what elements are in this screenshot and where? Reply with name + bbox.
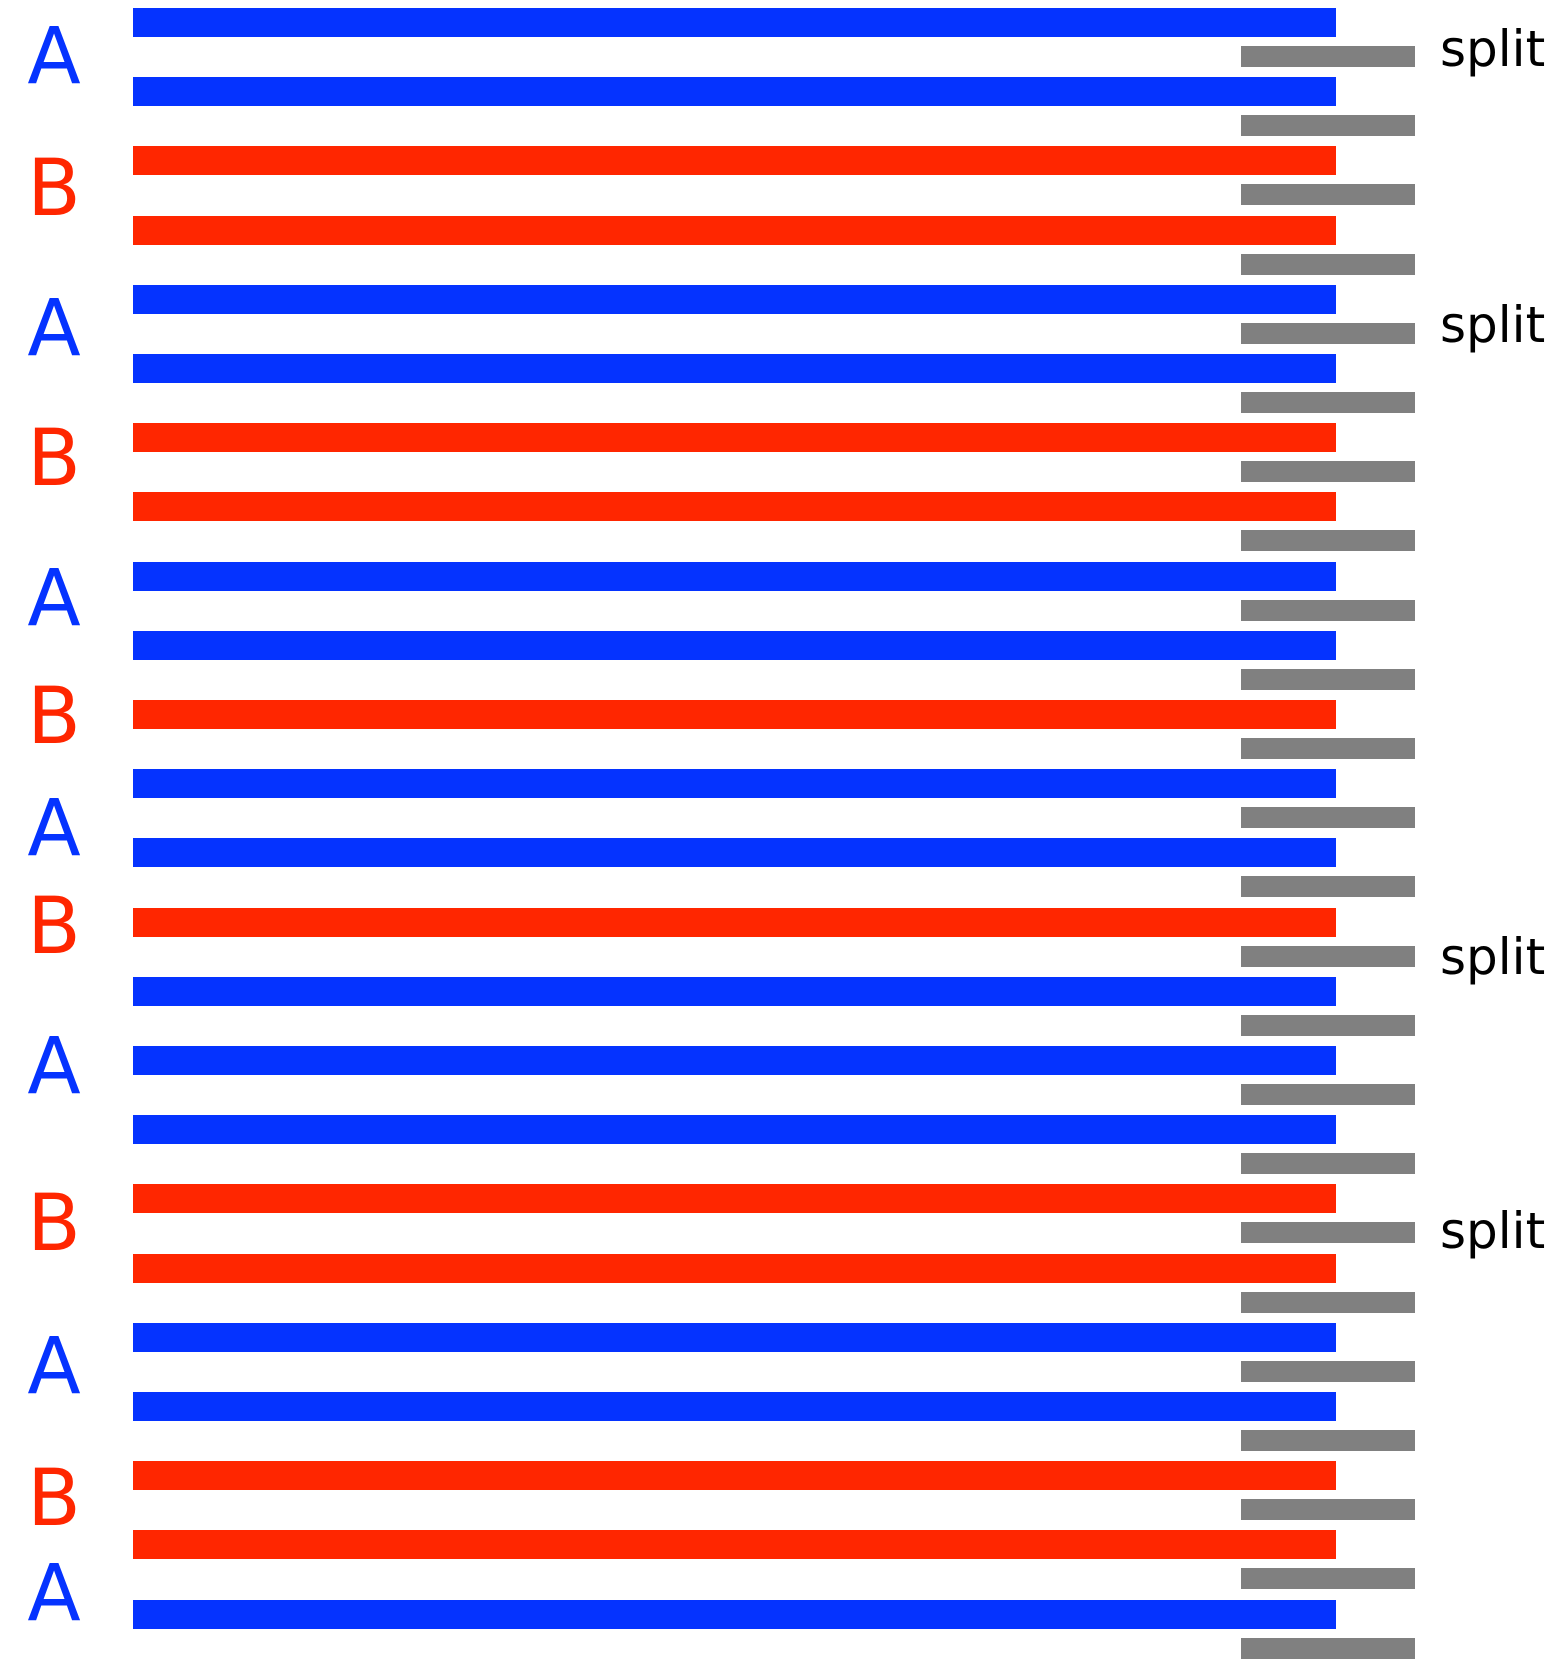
bar-b xyxy=(133,146,1336,176)
bar-b xyxy=(133,907,1336,937)
bar-b xyxy=(133,1253,1336,1283)
tick-mark xyxy=(1241,1222,1415,1244)
group-label-b: B xyxy=(27,144,81,234)
split-label: split xyxy=(1440,20,1546,78)
bar-a xyxy=(133,354,1336,383)
tick-mark xyxy=(1241,1568,1415,1590)
bar-a xyxy=(133,1046,1336,1075)
bar-a xyxy=(133,77,1336,107)
split-label: split xyxy=(1440,928,1546,986)
tick-mark xyxy=(1241,1637,1415,1659)
bar-a xyxy=(133,1599,1336,1629)
bar-a xyxy=(133,630,1336,660)
tick-mark xyxy=(1241,738,1415,759)
bar-b xyxy=(133,423,1336,453)
bar-a xyxy=(133,1392,1336,1421)
group-label-a: A xyxy=(27,784,81,874)
tick-mark xyxy=(1241,1430,1415,1451)
tick-mark xyxy=(1241,1014,1415,1036)
tick-mark xyxy=(1241,876,1415,898)
group-label-b: B xyxy=(27,1454,81,1544)
bar-b xyxy=(133,1184,1336,1214)
group-label-a: A xyxy=(27,12,81,102)
tick-mark xyxy=(1241,184,1415,206)
bar-b xyxy=(133,215,1336,245)
bar-a xyxy=(133,769,1336,799)
bar-a xyxy=(133,1115,1336,1145)
tick-mark xyxy=(1241,322,1415,344)
tick-mark xyxy=(1241,461,1415,483)
group-label-a: A xyxy=(27,284,81,374)
tick-mark xyxy=(1241,668,1415,690)
tick-mark xyxy=(1241,1153,1415,1175)
group-label-b: B xyxy=(27,672,81,762)
tick-mark xyxy=(1241,530,1415,552)
group-label-b: B xyxy=(27,882,81,972)
bar-a xyxy=(133,1322,1336,1352)
bar-b xyxy=(133,1530,1336,1560)
tick-mark xyxy=(1241,807,1415,829)
tick-mark xyxy=(1241,1499,1415,1521)
group-label-a: A xyxy=(27,1549,81,1639)
tick-mark xyxy=(1241,1084,1415,1105)
bar-a xyxy=(133,838,1336,868)
group-label-a: A xyxy=(27,1322,81,1412)
bar-a xyxy=(133,8,1336,37)
bar-a xyxy=(133,976,1336,1006)
group-label-a: A xyxy=(27,1022,81,1112)
bar-a xyxy=(133,284,1336,314)
group-label-b: B xyxy=(27,1179,81,1269)
tick-mark xyxy=(1241,945,1415,967)
bar-b xyxy=(133,492,1336,522)
group-label-a: A xyxy=(27,554,81,644)
tick-mark xyxy=(1241,1291,1415,1313)
tick-mark xyxy=(1241,599,1415,621)
tick-mark xyxy=(1241,46,1415,67)
bar-a xyxy=(133,561,1336,591)
bar-b xyxy=(133,700,1336,729)
tick-mark xyxy=(1241,115,1415,137)
bar-b xyxy=(133,1461,1336,1491)
tick-mark xyxy=(1241,253,1415,275)
group-label-b: B xyxy=(27,414,81,504)
tick-mark xyxy=(1241,1360,1415,1382)
split-label: split xyxy=(1440,1202,1546,1260)
tick-mark xyxy=(1241,392,1415,413)
split-label: split xyxy=(1440,296,1546,354)
